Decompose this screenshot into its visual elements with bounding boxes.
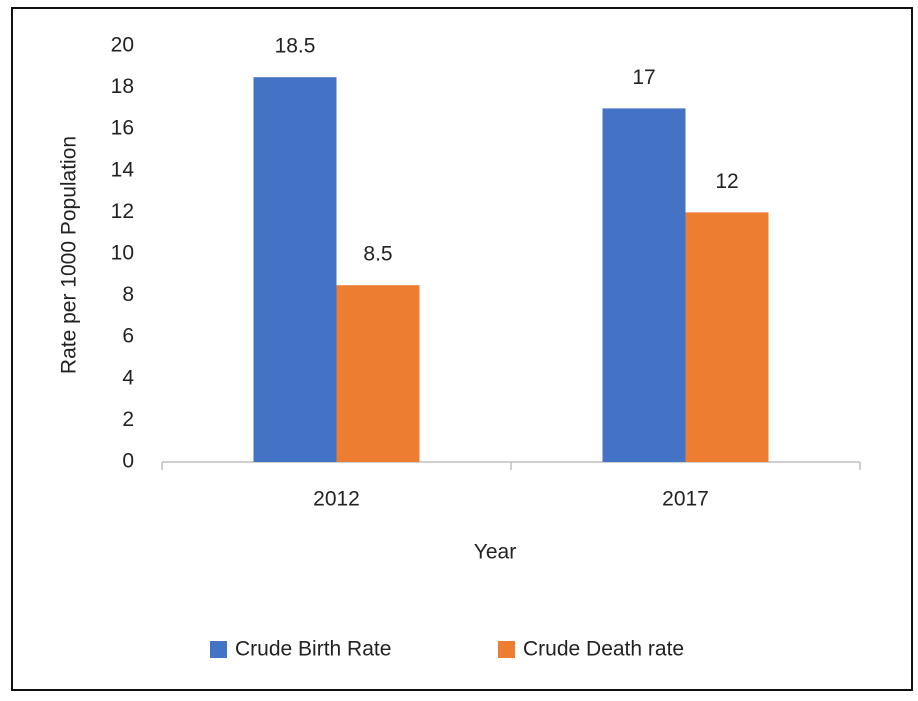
legend-swatch	[498, 641, 515, 658]
y-tick-label: 8	[122, 283, 134, 306]
data-label: 18.5	[275, 35, 316, 58]
data-label: 12	[715, 170, 738, 193]
bar	[336, 285, 420, 462]
y-tick-label: 20	[111, 34, 134, 57]
data-label: 17	[632, 66, 655, 89]
x-axis-title: Year	[474, 541, 516, 564]
x-tick-label: 2012	[313, 488, 360, 511]
y-tick-label: 2	[122, 408, 134, 431]
y-tick-label: 12	[111, 200, 134, 223]
x-tick-label: 2017	[662, 488, 709, 511]
y-tick-label: 16	[111, 117, 134, 140]
bar	[602, 108, 686, 463]
y-tick-label: 14	[111, 158, 135, 181]
legend-swatch	[210, 641, 227, 658]
chart-frame	[11, 7, 913, 691]
bar	[253, 77, 337, 462]
bar	[685, 212, 769, 462]
y-tick-label: 4	[122, 366, 134, 389]
y-tick-label: 18	[111, 75, 134, 98]
legend-label: Crude Birth Rate	[235, 638, 391, 661]
y-tick-label: 10	[111, 242, 134, 265]
data-label: 8.5	[363, 243, 392, 266]
y-tick-label: 0	[122, 450, 134, 473]
y-tick-label: 6	[122, 325, 134, 348]
legend-label: Crude Death rate	[523, 638, 684, 661]
y-axis-title: Rate per 1000 Population	[58, 136, 81, 374]
